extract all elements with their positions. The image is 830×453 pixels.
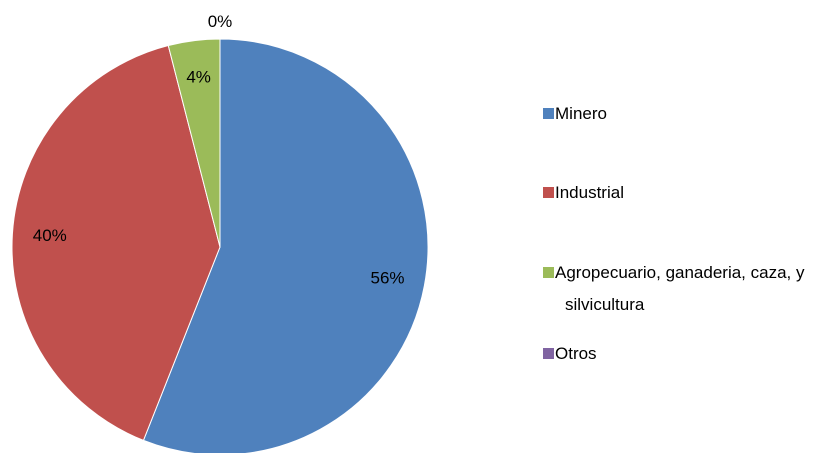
legend-item: Industrial	[543, 177, 830, 209]
pie-slice	[11, 44, 221, 442]
legend-item: Agropecuario, ganaderia, caza, y silvicu…	[543, 257, 830, 321]
legend-label: Minero	[555, 104, 607, 123]
data-label: 0%	[208, 12, 233, 31]
legend-item: Otros	[543, 338, 830, 370]
pie-slice	[142, 38, 429, 453]
legend-label: Industrial	[555, 183, 624, 202]
legend-label: Otros	[555, 344, 597, 363]
legend-label: Agropecuario, ganaderia, caza, y silvicu…	[555, 263, 805, 314]
legend-swatch	[543, 348, 554, 359]
data-label: 56%	[371, 268, 405, 287]
legend-swatch	[543, 267, 554, 278]
data-label: 4%	[186, 67, 211, 86]
legend-swatch	[543, 108, 554, 119]
legend-item: Minero	[543, 98, 830, 130]
legend-swatch	[543, 187, 554, 198]
data-label: 40%	[33, 226, 67, 245]
